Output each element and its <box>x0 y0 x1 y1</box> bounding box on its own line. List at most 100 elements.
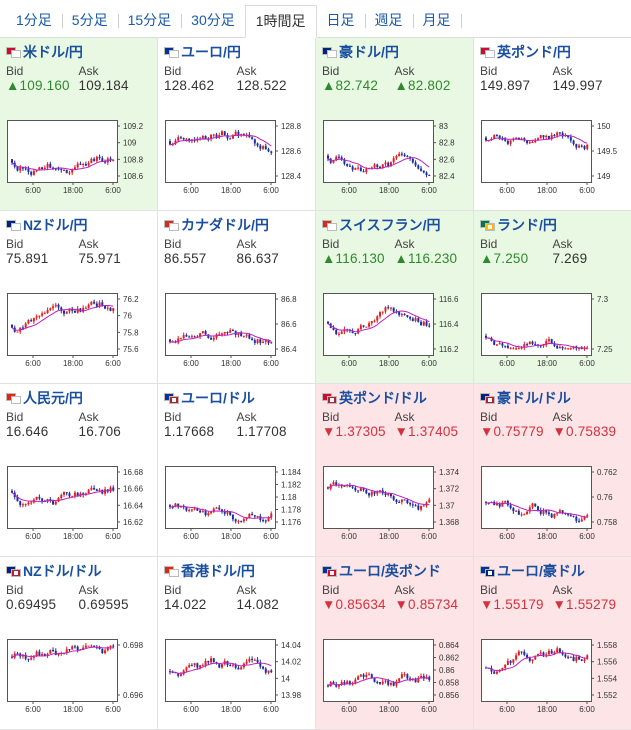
candlestick-chart[interactable]: 7.37.256:00 18:00 6:00 <box>479 291 629 369</box>
pair-cell[interactable]: NZドル/ドル Bid Ask 0.69495 0.69595 0.698 0.696 6:0… <box>0 557 158 730</box>
price-chart[interactable]: 86.8 86.6 86.4 6:00 18:00 6:00 <box>163 291 313 369</box>
pair-cell[interactable]: ユーロ/円 Bid Ask 128.462 128.522 128.8 128.6 128.4… <box>158 38 316 211</box>
pair-name[interactable]: 豪ドル/円 <box>339 44 399 60</box>
pair-cell[interactable]: 香港ドル/円 Bid Ask 14.022 14.082 14.04 14.02 14 13.9… <box>158 557 316 730</box>
price-chart[interactable]: 1.558 1.556 1.554 1.552 6:00 18:00 6:00 <box>479 637 629 715</box>
pair-title[interactable]: ユーロ/英ポンド <box>322 561 467 581</box>
pair-name[interactable]: NZドル/円 <box>23 217 88 233</box>
price-chart[interactable]: 76.2 76 75.8 75.6 6:00 18:00 6:00 <box>5 291 155 369</box>
candle-body <box>41 498 44 502</box>
pair-name[interactable]: ユーロ/豪ドル <box>497 563 585 579</box>
candle-body <box>54 304 57 307</box>
price-chart[interactable]: 116.6 116.4 116.2 6:00 18:00 6:00 <box>321 291 471 369</box>
pair-name[interactable]: 米ドル/円 <box>23 44 83 60</box>
tab-4[interactable]: 1時間足 <box>244 5 317 38</box>
pair-cell[interactable]: 豪ドル/ドル Bid Ask ▼0.75779 ▼0.75839 0.762 0.76 0.7… <box>474 384 631 557</box>
pair-cell[interactable]: ユーロ/ドル Bid Ask 1.17668 1.17708 1.184 1.182 1.18… <box>158 384 316 557</box>
candlestick-chart[interactable]: 86.886.686.46:00 18:00 6:00 <box>163 291 313 369</box>
price-chart[interactable]: 14.04 14.02 14 13.98 6:00 18:00 6:00 <box>163 637 313 715</box>
price-chart[interactable]: 150 149.5 149 6:00 18:00 6:00 <box>479 118 629 196</box>
pair-cell[interactable]: ランド/円 Bid Ask ▲7.250 7.269 7.3 7.25 6:00 18:00 6:… <box>474 211 631 384</box>
pair-name[interactable]: ユーロ/円 <box>181 44 241 60</box>
pair-name[interactable]: カナダドル/円 <box>181 217 269 233</box>
pair-name[interactable]: ランド/円 <box>497 217 557 233</box>
price-chart[interactable]: 109.2 109 108.8 108.6 6:00 18:00 6:00 <box>5 118 155 196</box>
pair-name[interactable]: 豪ドル/ドル <box>497 390 571 406</box>
tab-0[interactable]: 1分足 <box>16 12 52 28</box>
candle-body <box>82 164 85 166</box>
pair-cell[interactable]: NZドル/円 Bid Ask 75.891 75.971 76.2 76 75.8 75.6 6:… <box>0 211 158 384</box>
pair-title[interactable]: 米ドル/円 <box>6 42 151 62</box>
pair-title[interactable]: ユーロ/円 <box>164 42 309 62</box>
pair-title[interactable]: 豪ドル/円 <box>322 42 467 62</box>
tab-3[interactable]: 30分足 <box>181 5 245 37</box>
pair-title[interactable]: 英ポンド/円 <box>480 42 625 62</box>
pair-title[interactable]: ユーロ/ドル <box>164 388 309 408</box>
x-tick-label: 6:00 <box>263 186 279 195</box>
tab-7[interactable]: 月足 <box>412 5 461 37</box>
pair-title[interactable]: NZドル/円 <box>6 215 151 235</box>
pair-name[interactable]: ユーロ/ドル <box>181 390 255 406</box>
pair-title[interactable]: 豪ドル/ドル <box>480 388 625 408</box>
tab-2[interactable]: 15分足 <box>117 5 182 37</box>
pair-title[interactable]: ランド/円 <box>480 215 625 235</box>
pair-title[interactable]: スイスフラン/円 <box>322 215 467 235</box>
pair-cell[interactable]: カナダドル/円 Bid Ask 86.557 86.637 86.8 86.6 86.4 6:0… <box>158 211 316 384</box>
x-tick-label: 6:00 <box>579 359 595 368</box>
pair-cell[interactable]: 英ポンド/円 Bid Ask 149.897 149.997 150 149.5 149 6:0… <box>474 38 631 211</box>
price-chart[interactable]: 83 82.8 82.6 82.4 6:00 18:00 6:00 <box>321 118 471 196</box>
pair-name[interactable]: ユーロ/英ポンド <box>339 563 441 579</box>
pair-cell[interactable]: 米ドル/円 Bid Ask ▲109.160 109.184 109.2 109 108.8 1… <box>0 38 158 211</box>
pair-name[interactable]: スイスフラン/円 <box>339 217 441 233</box>
pair-title[interactable]: 香港ドル/円 <box>164 561 309 581</box>
pair-cell[interactable]: ユーロ/英ポンド Bid Ask ▼0.85634 ▼0.85734 0.864 0.862… <box>316 557 474 730</box>
pair-title[interactable]: 英ポンド/ドル <box>322 388 467 408</box>
pair-title[interactable]: NZドル/ドル <box>6 561 151 581</box>
price-chart[interactable]: 0.864 0.862 0.86 0.858 0.856 6:00 18:00 6:00 <box>321 637 471 715</box>
x-tick-label: 6:00 <box>183 532 199 541</box>
pair-name[interactable]: 香港ドル/円 <box>181 563 255 579</box>
price-chart[interactable]: 0.762 0.76 0.758 6:00 18:00 6:00 <box>479 464 629 542</box>
candle-body <box>270 670 273 673</box>
pair-cell[interactable]: 英ポンド/ドル Bid Ask ▼1.37305 ▼1.37405 1.374 1.372 1… <box>316 384 474 557</box>
pair-cell[interactable]: スイスフラン/円 Bid Ask ▲116.130 ▲116.230 116.6 116.4… <box>316 211 474 384</box>
price-chart[interactable]: 1.184 1.182 1.18 1.178 1.176 6:00 18:00 6:00 <box>163 464 313 542</box>
candle-body <box>256 516 259 518</box>
candle-body <box>193 663 196 666</box>
price-chart[interactable]: 1.374 1.372 1.37 1.368 6:00 18:00 6:00 <box>321 464 471 542</box>
candle-body <box>561 652 564 655</box>
tab-6[interactable]: 週足 <box>364 5 413 37</box>
pair-cell[interactable]: 豪ドル/円 Bid Ask ▲82.742 ▲82.802 83 82.8 82.6 82.4 6… <box>316 38 474 211</box>
price-chart[interactable]: 128.8 128.6 128.4 6:00 18:00 6:00 <box>163 118 313 196</box>
pair-name[interactable]: NZドル/ドル <box>23 563 102 579</box>
tab-1[interactable]: 5分足 <box>61 5 118 37</box>
pair-title[interactable]: ユーロ/豪ドル <box>480 561 625 581</box>
price-chart[interactable]: 7.3 7.25 6:00 18:00 6:00 <box>479 291 629 369</box>
pair-title[interactable]: 人民元/円 <box>6 388 151 408</box>
price-chart[interactable]: 0.698 0.696 6:00 18:00 6:00 <box>5 637 155 715</box>
pair-title[interactable]: カナダドル/円 <box>164 215 309 235</box>
pair-cell[interactable]: ユーロ/豪ドル Bid Ask ▼1.55179 ▼1.55279 1.558 1.556 1… <box>474 557 631 730</box>
price-chart[interactable]: 16.68 16.66 16.64 16.62 6:00 18:00 6:00 <box>5 464 155 542</box>
y-tick-label: 0.76 <box>597 493 613 502</box>
candle-body <box>71 646 74 650</box>
pair-name[interactable]: 英ポンド/ドル <box>339 390 427 406</box>
pair-cell[interactable]: 人民元/円 Bid Ask 16.646 16.706 16.68 16.66 16.64 16… <box>0 384 158 557</box>
pair-name[interactable]: 英ポンド/円 <box>497 44 571 60</box>
tab-5[interactable]: 日足 <box>326 12 355 28</box>
pair-name[interactable]: 人民元/円 <box>23 390 83 406</box>
